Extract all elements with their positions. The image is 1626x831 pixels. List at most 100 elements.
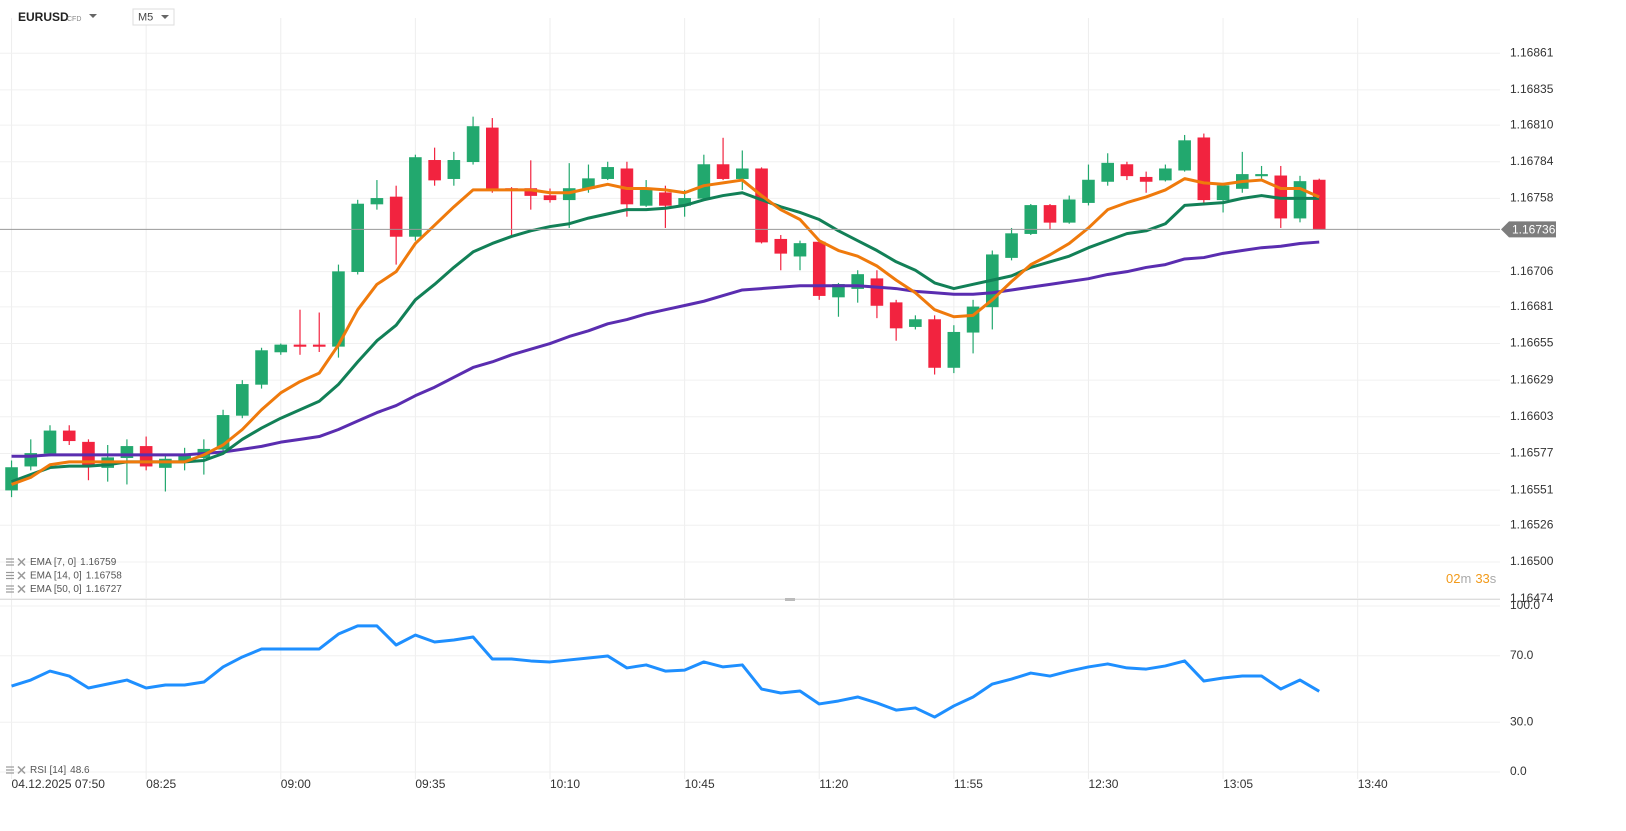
timeframe[interactable]: M5 xyxy=(138,11,153,23)
candle-body xyxy=(1216,185,1230,201)
legend-entry: EMA [50, 0] 1.16727 xyxy=(30,584,122,595)
y-tick-label: 1.16784 xyxy=(1510,154,1554,168)
legend-value: 48.6 xyxy=(70,765,90,776)
candle-body xyxy=(1159,168,1172,181)
candle-body xyxy=(274,344,288,353)
x-tick-label: 09:35 xyxy=(415,777,445,791)
timeframe-dropdown[interactable] xyxy=(161,15,169,19)
candle-body xyxy=(428,160,441,181)
candle-body xyxy=(639,189,653,206)
candle-body xyxy=(774,238,788,254)
y-tick-label: 1.16526 xyxy=(1510,517,1554,531)
candle-body xyxy=(1178,140,1191,171)
y-tick-label: 1.16835 xyxy=(1510,82,1554,96)
candle-body xyxy=(120,446,134,458)
x-tick-label: 10:45 xyxy=(685,777,715,791)
candle-body xyxy=(812,241,826,296)
legend-close-icon[interactable] xyxy=(17,584,26,594)
symbol[interactable]: EURUSD xyxy=(18,10,69,24)
legend-name: EMA [14, 0] xyxy=(30,570,82,581)
legend-entry: EMA [14, 0] 1.16758 xyxy=(30,570,122,581)
y-tick-label: 1.16681 xyxy=(1510,299,1554,313)
candle-body xyxy=(947,331,961,368)
y-tick-label: 1.16706 xyxy=(1510,264,1554,278)
legend-close-icon[interactable] xyxy=(17,571,26,580)
legend-value: 1.16758 xyxy=(86,570,123,581)
candle-body xyxy=(601,167,614,179)
candle-body xyxy=(1312,179,1326,230)
x-tick-label: 13:40 xyxy=(1358,777,1388,791)
candle-body xyxy=(928,319,941,368)
candle-body xyxy=(793,243,807,257)
candle-body xyxy=(312,344,326,347)
x-tick-label: 13:05 xyxy=(1223,777,1253,791)
y-tick-label: 1.16500 xyxy=(1510,554,1554,568)
candle-body xyxy=(62,430,76,442)
candle-body xyxy=(1005,233,1018,258)
candle-body xyxy=(236,384,249,416)
candle-body xyxy=(909,319,922,327)
candle-body xyxy=(1043,205,1057,223)
x-tick-label: 08:25 xyxy=(146,777,176,791)
symbol-dropdown[interactable] xyxy=(89,14,97,18)
divider-handle[interactable] xyxy=(785,598,795,601)
x-tick-label: 09:00 xyxy=(281,777,311,791)
timeframe-box[interactable] xyxy=(132,8,175,26)
x-tick-label: 10:10 xyxy=(550,777,580,791)
symbol-type: CFD xyxy=(67,16,81,23)
y-tick-label: 1.16629 xyxy=(1510,372,1554,386)
legend-name: EMA [50, 0] xyxy=(30,584,82,595)
y-tick-label: 1.16810 xyxy=(1510,117,1554,131)
candle-body xyxy=(255,350,268,385)
ema-line xyxy=(11,177,1320,486)
countdown-seconds-unit: s xyxy=(1490,571,1497,586)
y-tick-label: 100.0 xyxy=(1510,598,1540,612)
candle-body xyxy=(659,192,672,206)
candle-body xyxy=(870,278,884,306)
candle-body xyxy=(447,160,461,179)
legend-close-icon[interactable] xyxy=(17,765,26,775)
candle-body xyxy=(351,203,364,272)
candle-body xyxy=(1024,205,1038,234)
y-tick-label: 1.16861 xyxy=(1510,45,1554,59)
legend-entry: EMA [7, 0] 1.16759 xyxy=(30,557,117,568)
ema-line xyxy=(11,191,1320,484)
candle-body xyxy=(486,127,499,189)
legend-entry: RSI [14] 48.6 xyxy=(30,765,90,776)
y-tick-label: 1.16603 xyxy=(1510,409,1554,423)
legend-name: EMA [7, 0] xyxy=(30,557,76,568)
y-tick-label: 70.0 xyxy=(1510,648,1534,662)
candle-body xyxy=(889,302,903,329)
countdown-minutes: 02 xyxy=(1446,571,1460,586)
candle-body xyxy=(1082,179,1095,203)
candle-body xyxy=(1139,176,1153,182)
candle-body xyxy=(736,168,749,179)
x-tick-label: 11:55 xyxy=(954,777,983,791)
countdown-minutes-unit: m xyxy=(1460,571,1471,586)
x-tick-label: 04.12.2025 07:50 xyxy=(12,777,106,791)
rsi-line xyxy=(11,624,1320,719)
marks-layer xyxy=(5,116,1326,719)
y-tick-label: 1.16474 xyxy=(1510,591,1554,605)
x-tick-label: 12:30 xyxy=(1088,777,1118,791)
candle-body xyxy=(370,198,384,205)
y-tick-label: 1.16551 xyxy=(1510,482,1554,496)
legend-close-icon[interactable] xyxy=(17,557,26,567)
x-tick-label: 11:20 xyxy=(819,777,848,791)
y-tick-label: 1.16655 xyxy=(1510,336,1554,350)
legend-value: 1.16759 xyxy=(80,557,117,568)
candle-body xyxy=(466,126,480,163)
legend-name: RSI [14] xyxy=(30,765,66,776)
y-tick-label: 1.16758 xyxy=(1510,191,1554,205)
candle-body xyxy=(1101,162,1114,182)
y-tick-label: 1.16577 xyxy=(1510,446,1554,460)
grid-layer xyxy=(0,18,1500,779)
candle-body xyxy=(716,164,730,179)
candle-body xyxy=(1120,164,1134,177)
ema-line xyxy=(11,240,1320,458)
candle-body xyxy=(1255,174,1268,177)
current-price-tag xyxy=(1501,221,1556,238)
candle-body xyxy=(755,168,768,243)
candle-body xyxy=(1062,199,1076,223)
